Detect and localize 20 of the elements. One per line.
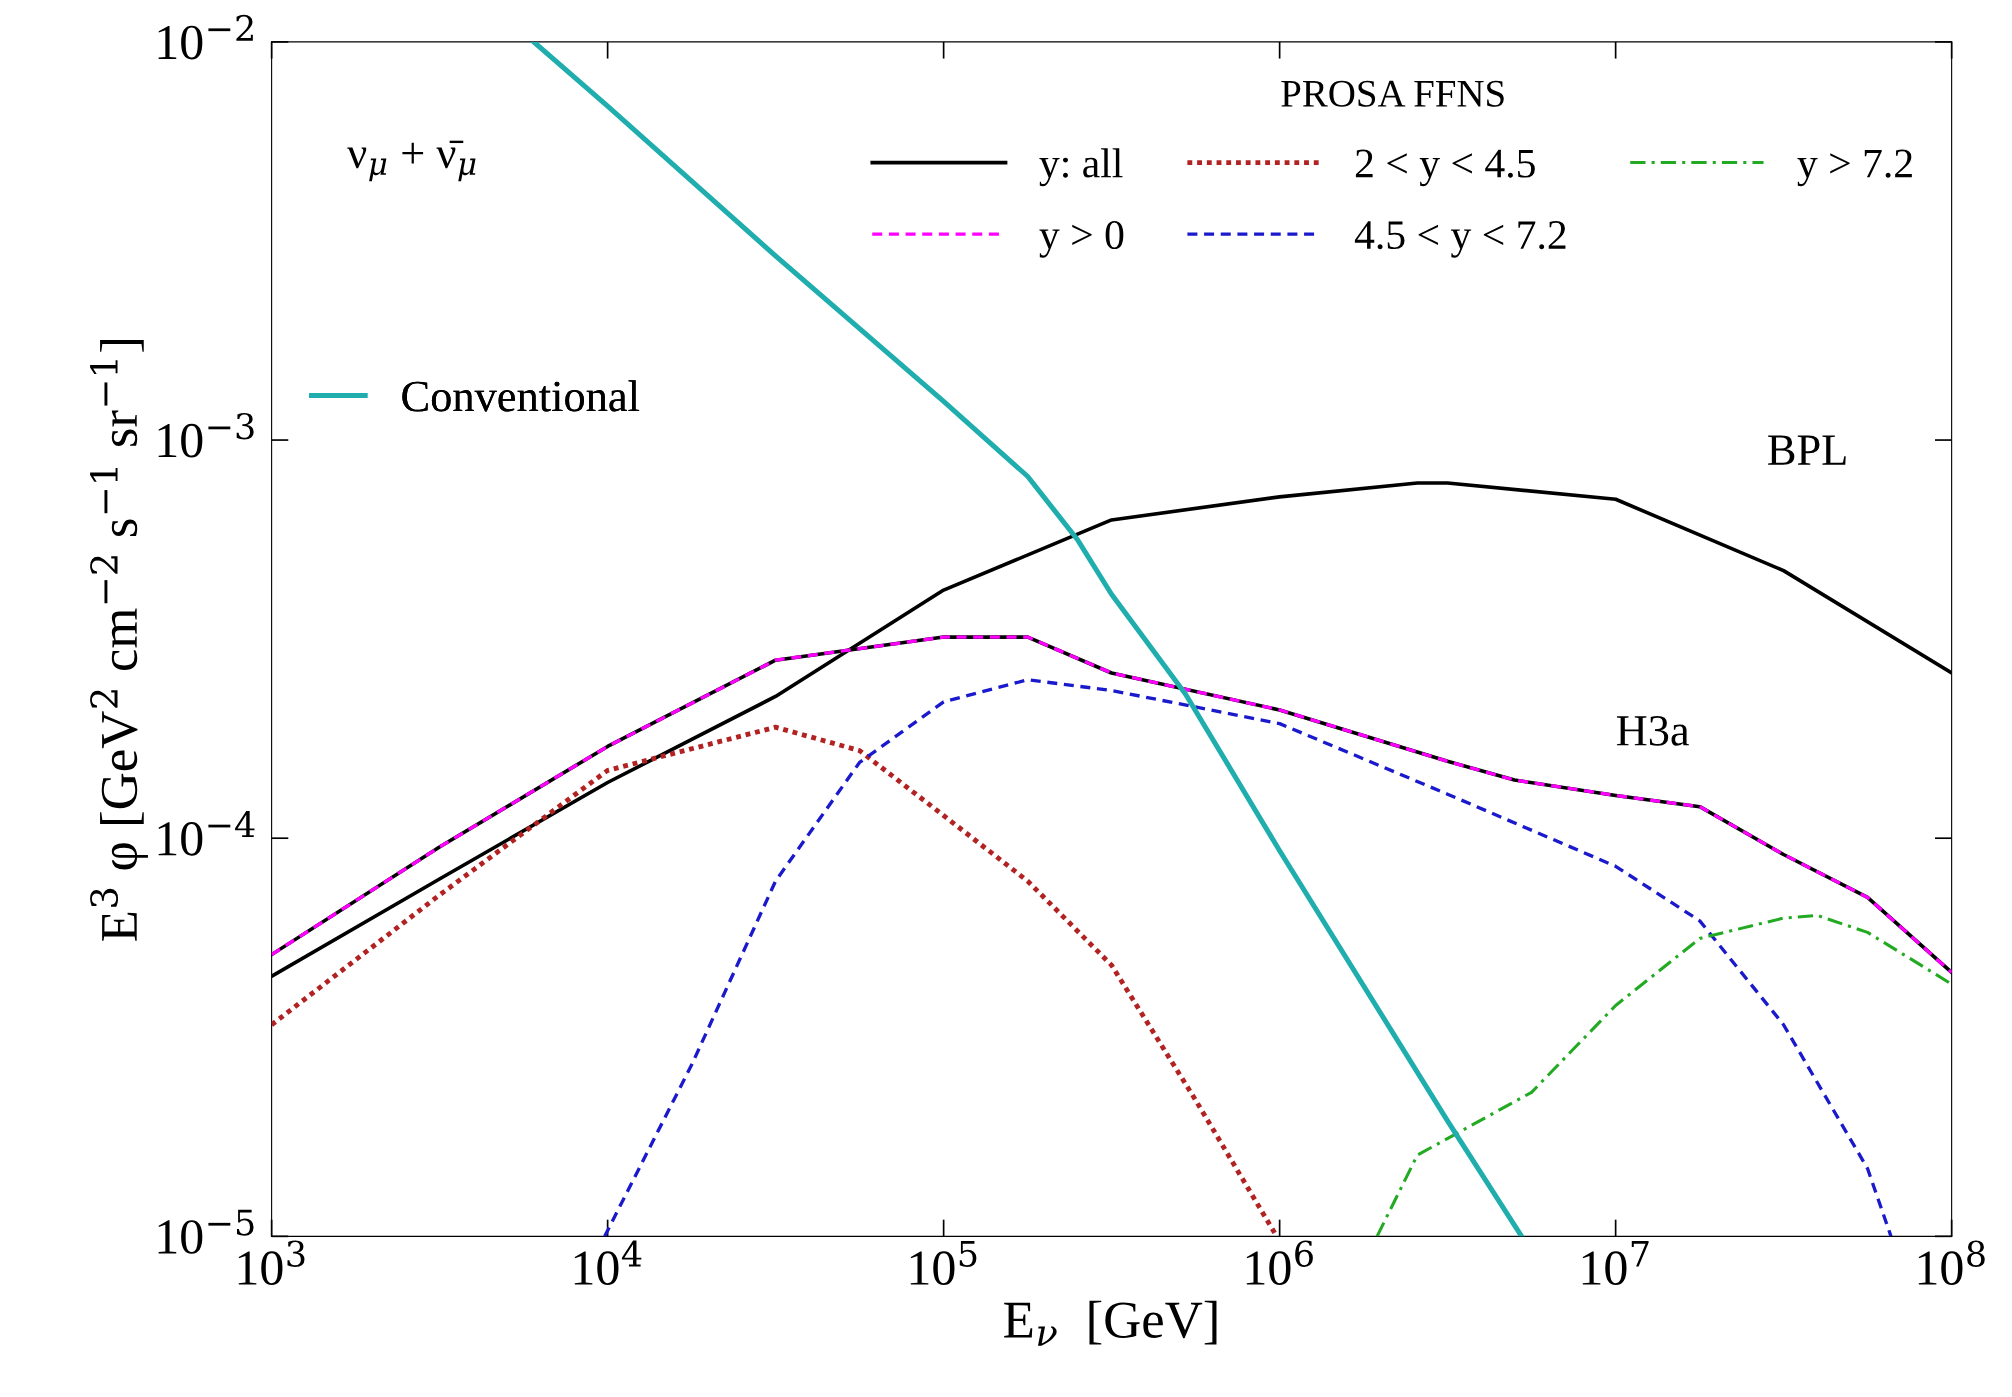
x-tick-label: 10$^{8}$ xyxy=(1918,1240,1985,1286)
annotation: ν$_{μ}$ + ν̄$_{μ}$ xyxy=(347,140,476,182)
x-tick-label: 10$^{7}$ xyxy=(1582,1240,1649,1286)
legend-label: y > 0 xyxy=(1039,220,1124,258)
y-tick-label: 10$^{−2}$ xyxy=(158,14,253,60)
annotation: BPL xyxy=(1768,435,1846,465)
y-tick-label: 10$^{−4}$ xyxy=(158,811,255,856)
legend-title: PROSA FFNS xyxy=(1281,80,1504,107)
x-axis-title: E$_{ν}$ [GeV] xyxy=(1004,1300,1217,1346)
y-tick-label: 10$^{−3}$ xyxy=(158,412,254,458)
legend-label: Conventional xyxy=(402,380,640,412)
text: E$^{3}$ φ [GeV$^{2}$ cm$^{−2}$ s$^{−1}$ sr$^{−1}$] xyxy=(90,340,148,941)
x-tick-label: 10$^{4}$ xyxy=(574,1240,642,1286)
legend-label: y > 7.2 xyxy=(1797,149,1912,187)
legend-label: 4.5 < y < 7.2 xyxy=(1354,221,1566,258)
legend-label: 2 < y < 4.5 xyxy=(1355,149,1535,187)
annotation: H3a xyxy=(1616,715,1690,746)
x-tick-label: 10$^{6}$ xyxy=(1246,1240,1313,1286)
x-tick-label: 10$^{5}$ xyxy=(910,1240,977,1286)
legend-label: y: all xyxy=(1039,148,1123,187)
